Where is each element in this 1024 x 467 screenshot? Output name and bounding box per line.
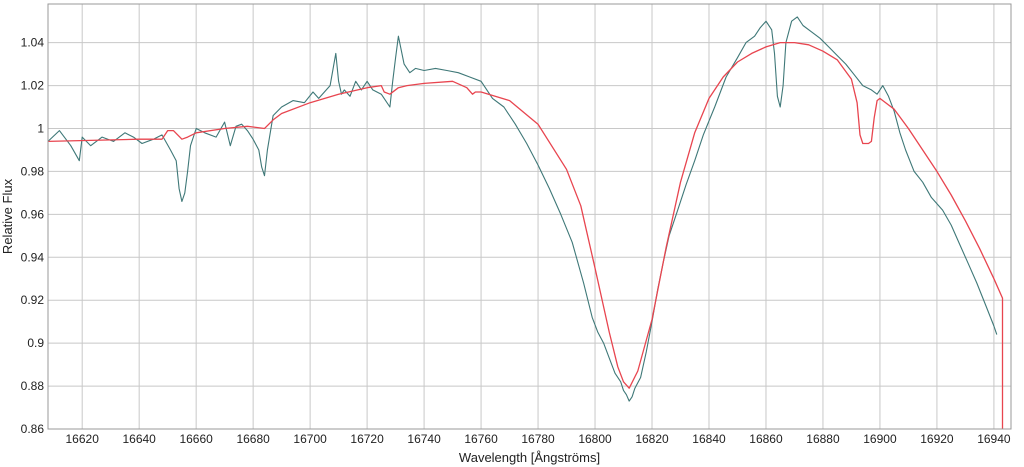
y-tick-label: 0.86 [21,422,45,436]
x-tick-label: 16660 [179,432,213,446]
y-tick-label: 1.04 [21,36,45,50]
x-tick-label: 16800 [578,432,612,446]
y-tick-label: 0.96 [21,207,45,221]
x-tick-label: 16740 [407,432,441,446]
y-tick-label: 1 [37,121,44,135]
x-tick-label: 16820 [635,432,669,446]
plot-frame [47,3,1012,430]
x-tick-label: 16860 [749,432,783,446]
x-tick-label: 16900 [863,432,897,446]
x-axis-ticks: 16620 16640 16660 16680 16700 16720 16740 16760… [66,432,1011,446]
y-tick-label: 0.9 [27,336,44,350]
x-tick-label: 16840 [692,432,726,446]
y-axis-label: Relative Flux [0,178,15,254]
y-tick-label: 0.94 [21,250,45,264]
x-tick-label: 16700 [293,432,327,446]
x-tick-label: 16880 [806,432,840,446]
x-tick-label: 16940 [977,432,1011,446]
x-axis-label: Wavelength [Ångströms] [459,450,600,465]
x-tick-label: 16640 [122,432,156,446]
x-tick-label: 16620 [66,432,100,446]
x-tick-label: 16680 [236,432,270,446]
y-tick-label: 1.02 [21,79,45,93]
x-tick-label: 16780 [521,432,555,446]
y-axis-ticks: 0.86 0.88 0.9 0.92 0.94 0.96 0.98 1 1.02 1.04 [21,36,45,436]
x-tick-label: 16760 [464,432,498,446]
model-spectrum-line [47,41,1004,429]
y-tick-label: 0.98 [21,164,45,178]
x-tick-label: 16720 [350,432,384,446]
x-tick-label: 16920 [920,432,954,446]
series [47,16,1004,429]
grid [48,4,1011,430]
y-tick-label: 0.88 [21,379,45,393]
y-tick-label: 0.92 [21,293,45,307]
observed-spectrum-line [47,16,998,402]
